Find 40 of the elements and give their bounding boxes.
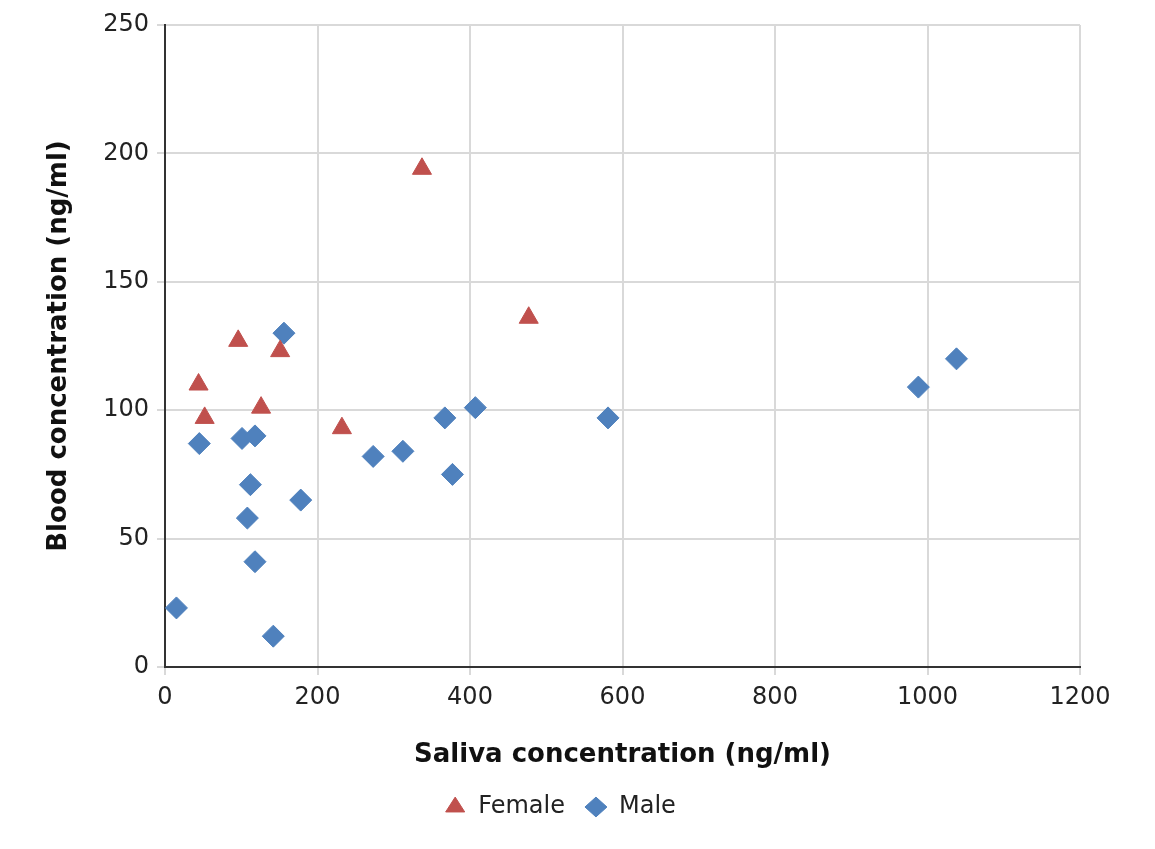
x-tick-label: 200 — [294, 681, 341, 710]
point — [243, 550, 267, 574]
point — [391, 439, 415, 463]
point — [272, 321, 296, 345]
y-tick-label: 0 — [133, 651, 150, 680]
y-tick-label: 100 — [103, 394, 150, 423]
x-tick-label: 0 — [157, 681, 173, 710]
y-tick-label: 50 — [118, 522, 150, 551]
point — [361, 444, 385, 468]
point — [289, 488, 313, 512]
point — [238, 473, 262, 497]
point — [433, 406, 457, 430]
point — [187, 432, 211, 456]
point — [518, 306, 539, 324]
point — [440, 462, 464, 486]
legend-label: Male — [618, 791, 676, 820]
point — [188, 373, 209, 391]
point — [165, 596, 188, 620]
point — [906, 375, 930, 399]
y-axis-title: Blood concentration (ng/ml) — [42, 140, 73, 552]
x-tick-label: 600 — [599, 681, 646, 710]
point — [261, 624, 285, 648]
x-axis-title: Saliva concentration (ng/ml) — [414, 738, 831, 769]
point — [270, 339, 291, 358]
y-tick-label: 200 — [103, 137, 150, 166]
y-tick-label: 150 — [103, 266, 150, 295]
point — [411, 157, 432, 175]
x-tick-label: 800 — [752, 681, 798, 710]
point — [944, 347, 968, 371]
point — [596, 406, 620, 430]
point — [251, 396, 272, 414]
point — [235, 506, 259, 530]
point — [228, 329, 249, 347]
x-tick-label: 1000 — [896, 681, 959, 710]
point — [463, 396, 487, 420]
x-tick-label: 400 — [447, 681, 493, 710]
y-tick-label: 250 — [103, 9, 150, 38]
point — [331, 416, 352, 435]
legend-label: Female — [478, 791, 565, 820]
x-tick-label: 1200 — [1049, 681, 1111, 710]
